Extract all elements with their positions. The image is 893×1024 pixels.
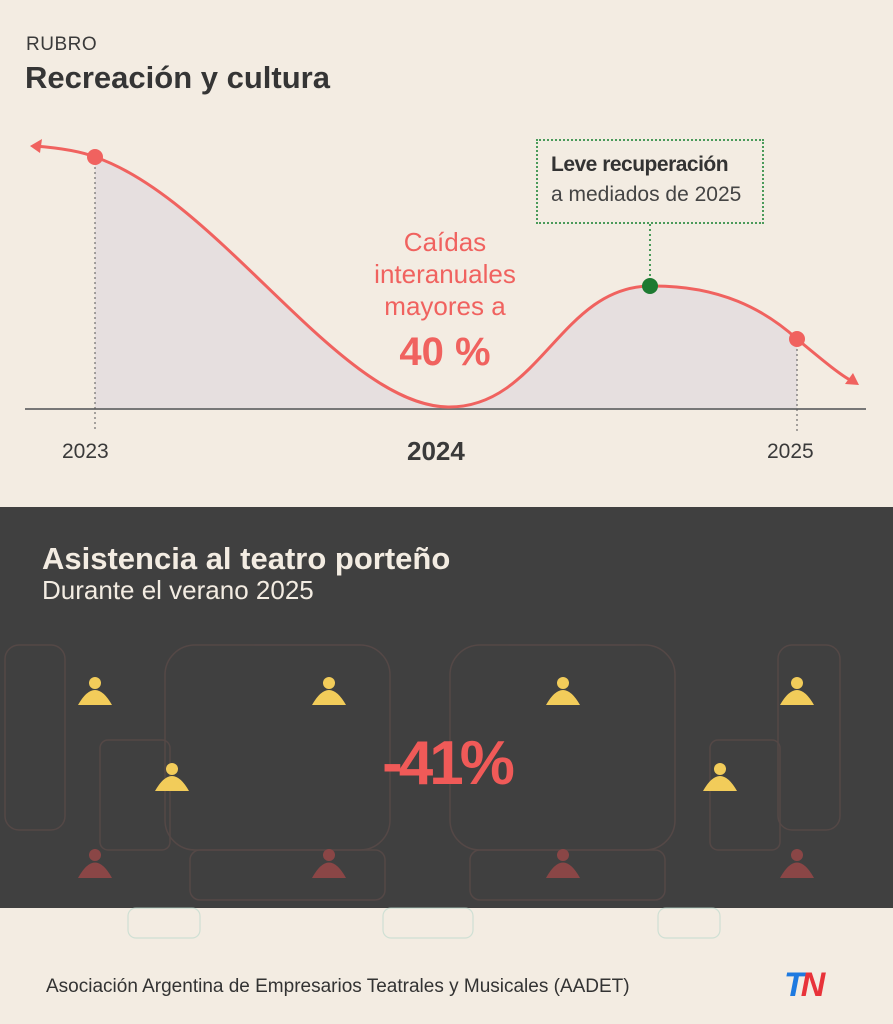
trend-curve-chart (25, 139, 866, 432)
callout-line: mayores a (384, 291, 506, 321)
decline-callout: Caídas interanuales mayores a (340, 226, 550, 322)
x-label-2024: 2024 (407, 436, 465, 466)
trend-line (34, 144, 853, 409)
recovery-annotation: Leve recuperación a mediados de 2025 (536, 139, 764, 224)
x-label-2025: 2025 (767, 440, 814, 463)
annotation-subtitle: a mediados de 2025 (551, 183, 742, 206)
person-absent-icon (78, 849, 112, 878)
person-absent-icon (546, 849, 580, 878)
arrow-left-icon (30, 139, 42, 153)
callout-line: interanuales (374, 259, 516, 289)
attendance-people (78, 677, 814, 878)
point-2023 (87, 149, 103, 165)
theater-subtitle: Durante el verano 2025 (42, 575, 314, 605)
person-absent-icon (312, 849, 346, 878)
theater-seats-illustration (4, 644, 841, 939)
person-present-icon (312, 677, 346, 705)
callout-line: Caídas (403, 227, 487, 257)
attendance-change: -41% (382, 729, 515, 798)
person-absent-icon (780, 849, 814, 878)
theater-title: Asistencia al teatro porteño (42, 541, 451, 576)
arrow-right-icon (845, 373, 859, 385)
section-title: Recreación y cultura (25, 60, 330, 95)
person-present-icon (780, 677, 814, 705)
decline-value: 40 % (399, 330, 491, 374)
person-present-icon (78, 677, 112, 705)
person-present-icon (155, 763, 189, 791)
section-kicker: RUBRO (26, 34, 98, 55)
person-present-icon (703, 763, 737, 791)
person-present-icon (546, 677, 580, 705)
source-credit: Asociación Argentina de Empresarios Teat… (46, 976, 630, 997)
tn-logo: TN (784, 966, 825, 1004)
curve-area (95, 157, 797, 409)
x-label-2023: 2023 (62, 440, 109, 463)
annotation-title: Leve recuperación (551, 153, 729, 176)
point-2025 (789, 331, 805, 347)
point-recovery (642, 278, 658, 294)
theater-panel (0, 507, 893, 908)
